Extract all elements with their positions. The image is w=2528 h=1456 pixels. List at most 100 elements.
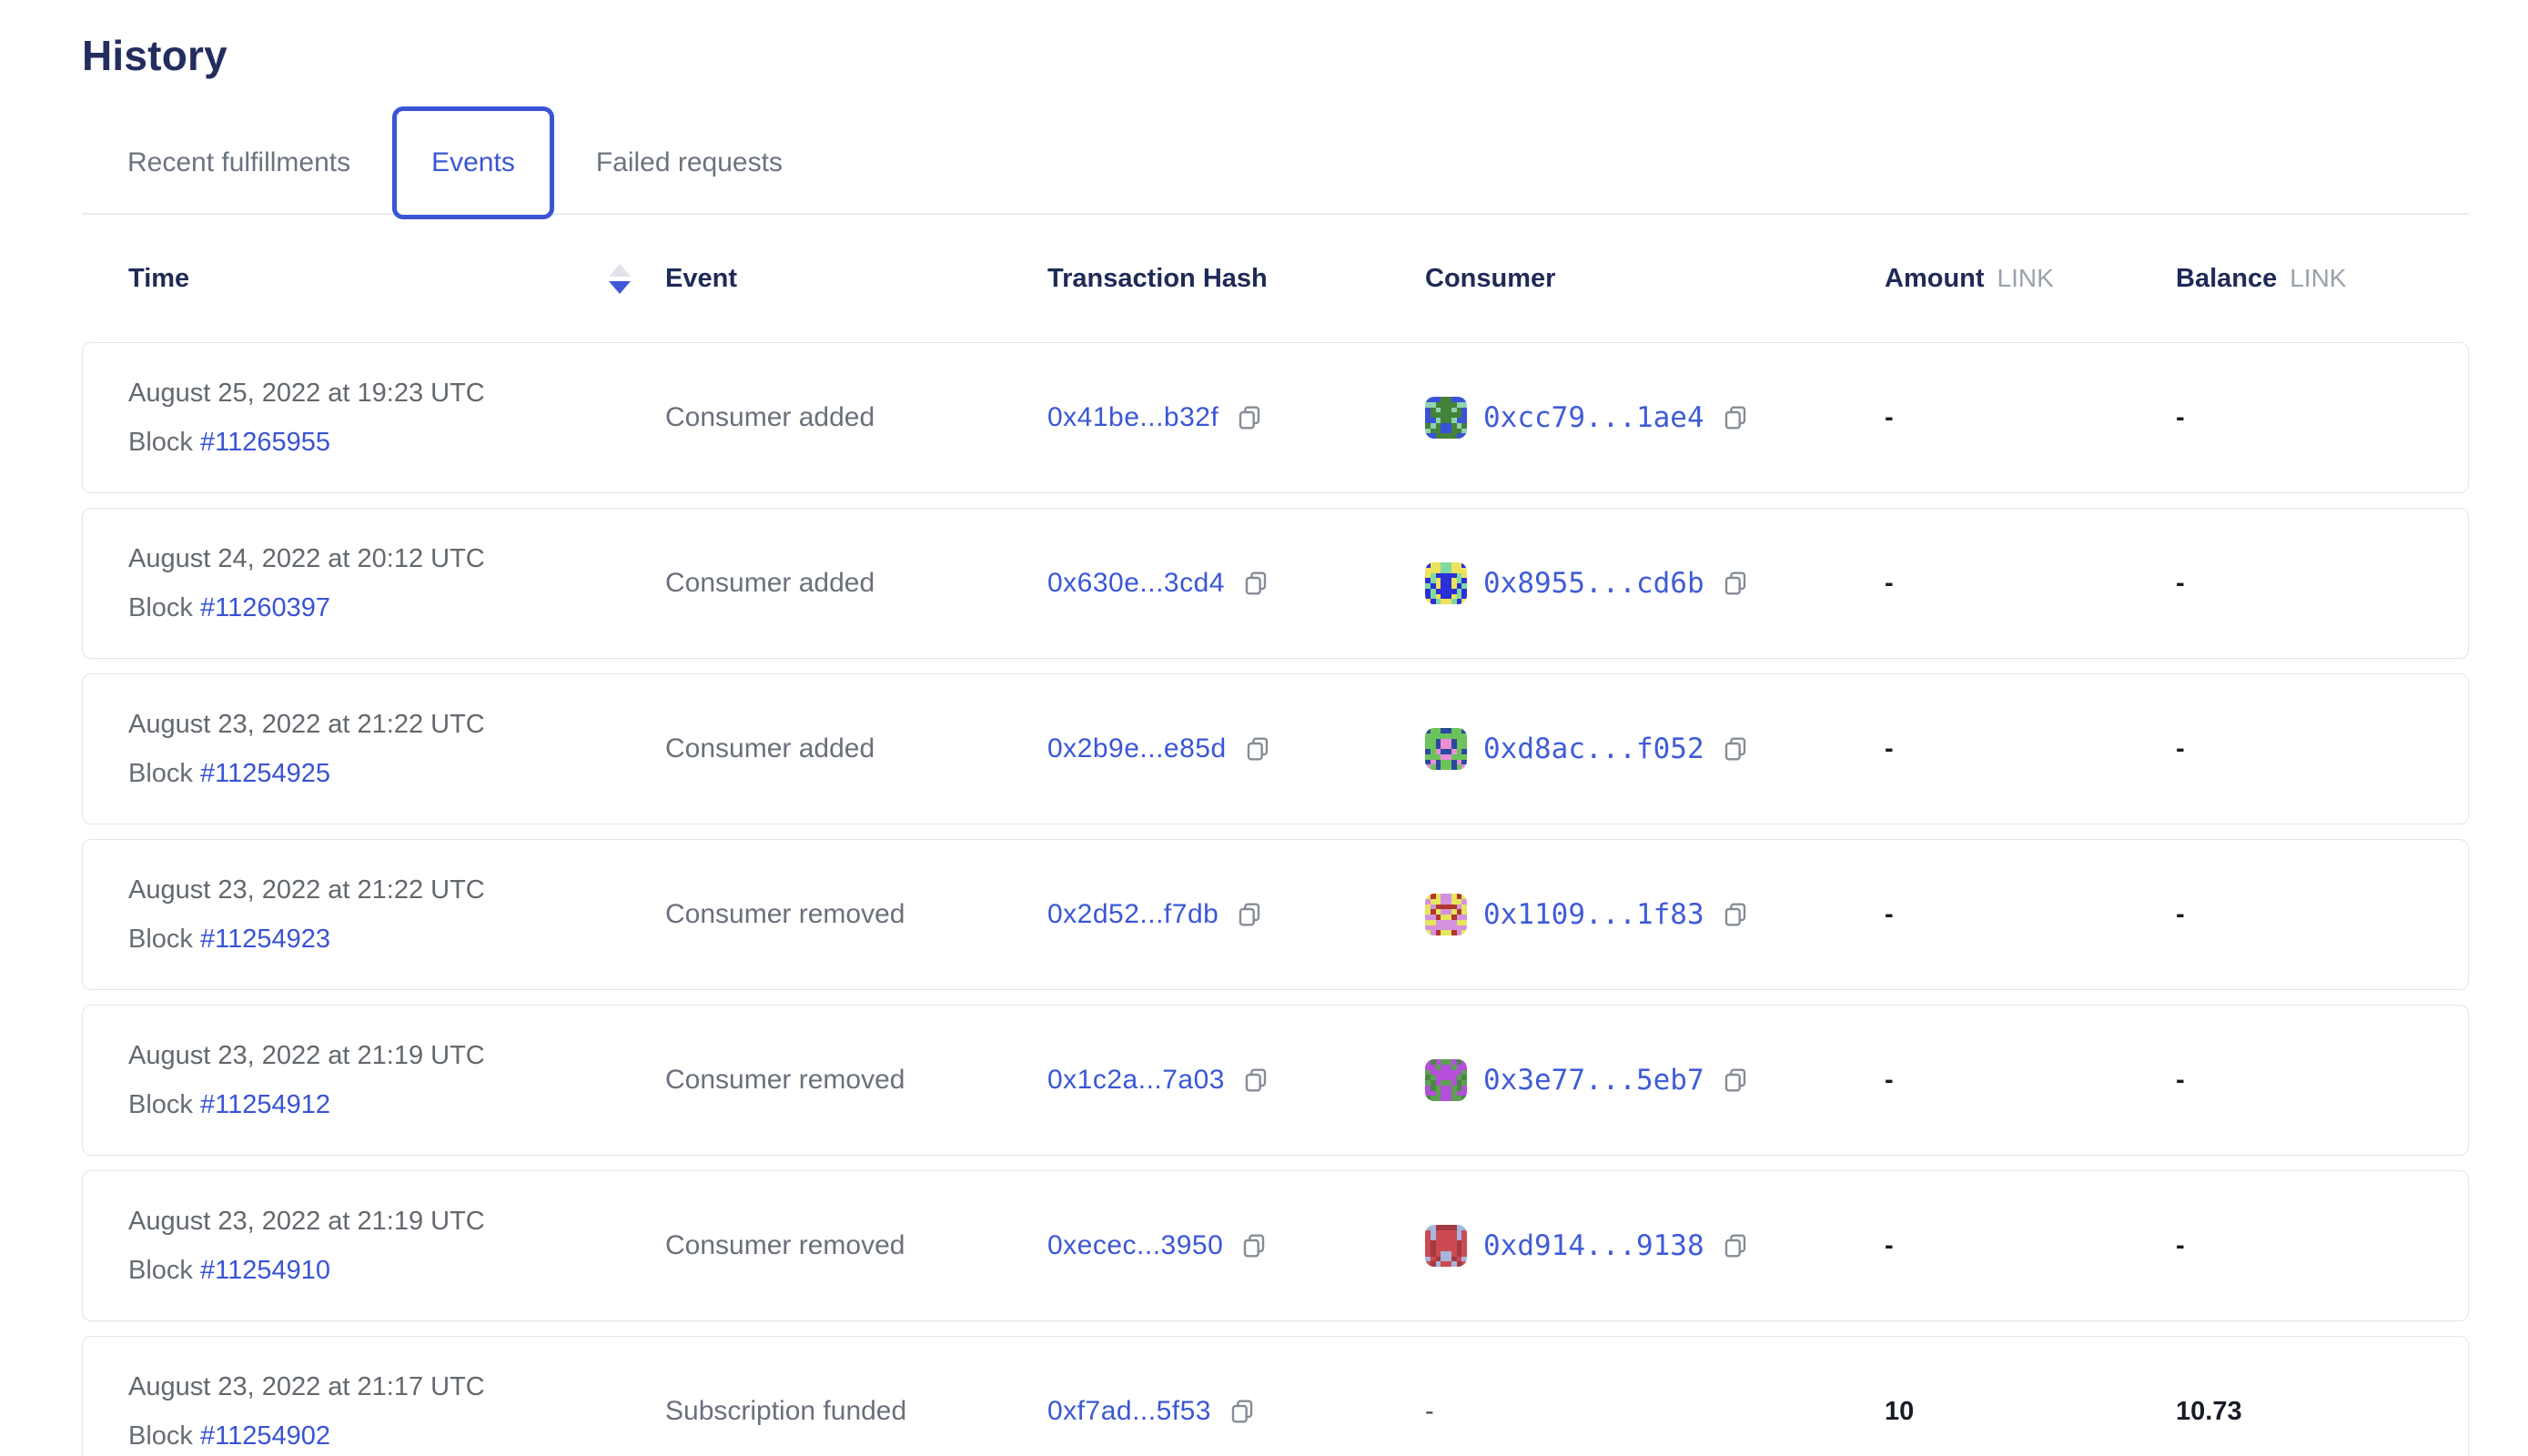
copy-consumer-address-button[interactable] [1721,569,1750,598]
column-header-balance: Balance LINK [2176,263,2347,293]
event-type: Consumer removed [665,1230,905,1260]
consumer-address-link[interactable]: 0xd8ac...f052 [1483,733,1704,765]
copy-transaction-hash-button[interactable] [1241,569,1270,598]
consumer-avatar [1425,397,1467,439]
table-header: Time Event Transaction Hash Consumer Amo… [82,215,2469,342]
copy-consumer-address-button[interactable] [1721,403,1750,432]
balance-value: - [2176,1230,2185,1260]
event-rows: August 25, 2022 at 19:23 UTC Block #1126… [82,342,2469,1456]
event-type: Consumer removed [665,1065,905,1095]
transaction-hash-link[interactable]: 0xecec...3950 [1047,1230,1224,1260]
block-number-link[interactable]: #11254902 [199,1421,330,1451]
table-row: August 24, 2022 at 20:12 UTC Block #1126… [82,508,2469,659]
block-number-link[interactable]: #11260397 [199,592,330,622]
table-row: August 23, 2022 at 21:19 UTC Block #1125… [82,1170,2469,1321]
consumer-avatar [1425,894,1467,935]
consumer-address-link[interactable]: 0x1109...1f83 [1483,898,1704,931]
consumer-address-link[interactable]: 0xd914...9138 [1483,1229,1704,1262]
block-label: Block [128,1089,193,1119]
copy-transaction-hash-button[interactable] [1235,900,1264,929]
copy-icon [1245,1068,1267,1092]
consumer-avatar [1425,1225,1467,1267]
block-number-link[interactable]: #11254925 [199,758,330,788]
amount-unit-label: LINK [1997,264,2054,292]
consumer-cell: 0xcc79...1ae4 [1425,397,1885,439]
balance-value: - [2176,568,2185,598]
transaction-hash-link[interactable]: 0x41be...b32f [1047,402,1219,432]
transaction-hash-cell: 0xecec...3950 [1047,1230,1425,1261]
block-number-link[interactable]: #11265955 [199,427,330,457]
column-header-amount: Amount LINK [1885,263,2054,293]
amount-value: 10 [1885,1396,1915,1426]
balance-value: - [2176,1065,2185,1095]
balance-value: - [2176,733,2185,763]
table-row: August 25, 2022 at 19:23 UTC Block #1126… [82,342,2469,493]
time-cell: August 24, 2022 at 20:12 UTC Block #1126… [128,544,665,623]
consumer-address-link[interactable]: 0xcc79...1ae4 [1483,401,1704,434]
block-label: Block [128,924,193,954]
copy-icon [1724,406,1745,430]
copy-icon [1239,903,1260,926]
table-row: August 23, 2022 at 21:19 UTC Block #1125… [82,1005,2469,1156]
time-cell: August 23, 2022 at 21:19 UTC Block #1125… [128,1041,665,1120]
copy-consumer-address-button[interactable] [1721,900,1750,929]
balance-value: 10.73 [2176,1396,2242,1426]
consumer-address-link[interactable]: 0x3e77...5eb7 [1483,1064,1704,1097]
event-date: August 23, 2022 at 21:17 UTC [128,1371,485,1401]
consumer-cell: 0xd914...9138 [1425,1225,1885,1267]
time-cell: August 23, 2022 at 21:22 UTC Block #1125… [128,710,665,789]
copy-icon [1239,406,1260,430]
copy-transaction-hash-button[interactable] [1241,1066,1270,1095]
transaction-hash-cell: 0x2b9e...e85d [1047,733,1425,764]
transaction-hash-link[interactable]: 0x630e...3cd4 [1047,568,1225,598]
consumer-avatar [1425,728,1467,770]
transaction-hash-cell: 0x2d52...f7db [1047,899,1425,930]
copy-transaction-hash-button[interactable] [1228,1397,1257,1426]
column-header-time[interactable]: Time [128,263,665,294]
copy-consumer-address-button[interactable] [1721,1066,1750,1095]
amount-value: - [1885,568,1894,598]
copy-consumer-address-button[interactable] [1721,1231,1750,1260]
time-cell: August 23, 2022 at 21:17 UTC Block #1125… [128,1372,665,1451]
column-header-consumer: Consumer [1425,263,1556,293]
copy-consumer-address-button[interactable] [1721,734,1750,763]
block-label: Block [128,427,193,457]
transaction-hash-link[interactable]: 0x1c2a...7a03 [1047,1065,1225,1095]
table-row: August 23, 2022 at 21:17 UTC Block #1125… [82,1336,2469,1456]
copy-icon [1724,903,1745,926]
copy-transaction-hash-button[interactable] [1239,1231,1269,1260]
transaction-hash-link[interactable]: 0x2b9e...e85d [1047,733,1227,763]
copy-transaction-hash-button[interactable] [1243,734,1272,763]
page-title: History [82,32,228,79]
tab-failed-requests[interactable]: Failed requests [595,147,783,177]
amount-value: - [1885,1230,1894,1260]
tab-events[interactable]: Events [392,106,554,219]
block-number-link[interactable]: #11254923 [199,924,330,954]
consumer-cell: 0xd8ac...f052 [1425,728,1885,770]
copy-icon [1244,1234,1265,1258]
tab-recent-fulfillments[interactable]: Recent fulfillments [127,147,351,177]
column-header-event: Event [665,263,737,293]
block-line: Block #11254925 [128,759,665,789]
time-cell: August 23, 2022 at 21:19 UTC Block #1125… [128,1207,665,1286]
copy-transaction-hash-button[interactable] [1235,403,1264,432]
event-type: Consumer removed [665,899,905,929]
transaction-hash-link[interactable]: 0x2d52...f7db [1047,899,1219,929]
amount-value: - [1885,899,1894,929]
copy-icon [1724,571,1745,595]
event-date: August 23, 2022 at 21:19 UTC [128,1206,485,1236]
event-type: Consumer added [665,568,875,598]
event-date: August 24, 2022 at 20:12 UTC [128,543,485,573]
transaction-hash-link[interactable]: 0xf7ad...5f53 [1047,1396,1211,1426]
copy-icon [1245,571,1267,595]
consumer-address-link[interactable]: 0x8955...cd6b [1483,567,1704,600]
column-header-time-label: Time [128,263,190,293]
sort-descending-icon[interactable] [609,263,631,294]
copy-icon [1724,1068,1745,1092]
block-label: Block [128,758,193,788]
block-line: Block #11254910 [128,1256,665,1286]
transaction-hash-cell: 0x41be...b32f [1047,402,1425,433]
block-number-link[interactable]: #11254910 [199,1255,330,1285]
consumer-cell: - [1425,1397,1885,1427]
block-number-link[interactable]: #11254912 [199,1089,330,1119]
